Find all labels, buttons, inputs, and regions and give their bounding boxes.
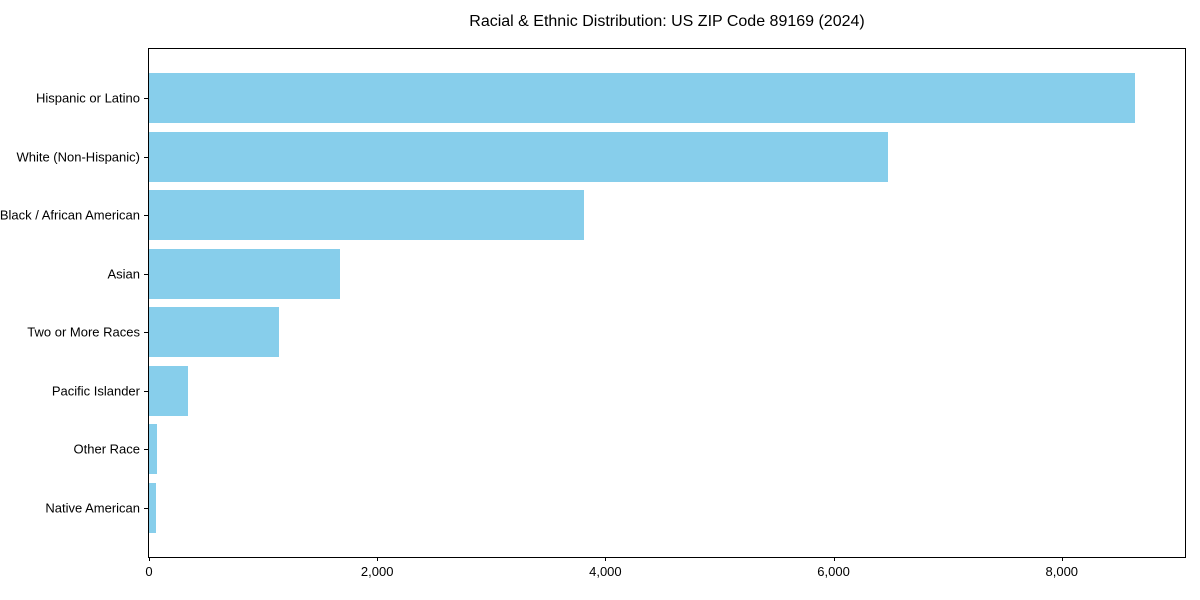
bar-row: Two or More Races [27,303,1185,362]
plot-area: Hispanic or Latino White (Non-Hispanic) Bl… [0,48,1186,579]
bar [149,73,1135,124]
y-axis-tick [144,390,148,392]
x-tick-label: 2,000 [360,564,394,579]
x-tick-label: 4,000 [589,564,622,579]
bar [149,131,889,182]
bar-row: Black / African American [0,186,1185,245]
bar [149,248,340,299]
bar-row: White (Non-Hispanic) [16,128,1185,187]
category-label: White (Non-Hispanic) [16,149,140,165]
chart-title: Racial & Ethnic Distribution: US ZIP Cod… [469,13,865,30]
x-axis-tick [1061,557,1063,561]
bar [149,482,156,533]
bar [149,307,280,358]
bar-row: Pacific Islander [52,362,1185,421]
bar-row: Hispanic or Latino [36,69,1185,128]
y-axis-tick [144,98,148,100]
x-axis-tick [149,557,150,561]
category-label: Other Race [73,441,140,457]
y-axis-tick [144,332,148,334]
x-axis-tick [605,557,607,561]
category-label: Native American [45,500,140,516]
x-tick-label: 6,000 [817,564,850,579]
y-axis-tick [144,507,148,509]
category-label: Two or More Races [27,324,140,340]
bar [149,365,189,416]
y-axis-tick [144,215,148,217]
x-tick-label: 8,000 [1045,564,1079,579]
category-label: Black / African American [0,207,140,223]
y-axis-tick [144,449,148,451]
bar [149,190,584,241]
y-axis-tick [144,156,148,158]
x-axis-tick [833,557,835,561]
x-axis-tick [377,557,379,561]
bar-row: Asian [107,245,1185,304]
y-axis-tick [144,273,148,275]
category-label: Pacific Islander [51,383,140,399]
x-tick-label: 0 [145,564,153,579]
bar [149,424,157,475]
bars: Hispanic or Latino White (Non-Hispanic) Bl… [0,49,1185,557]
bar-row: Other Race [74,420,1185,479]
category-label: Asian [107,266,140,282]
category-label: Hispanic or Latino [35,90,140,106]
bar-row: Native American [45,479,1185,538]
